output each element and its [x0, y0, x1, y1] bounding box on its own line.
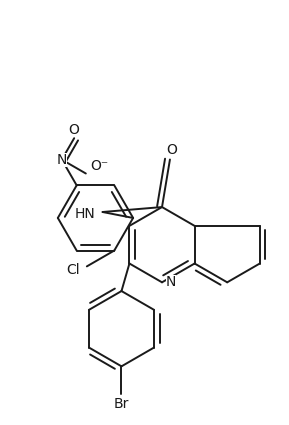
Text: Br: Br — [114, 397, 129, 411]
Text: N: N — [166, 275, 176, 289]
Text: O: O — [69, 123, 80, 137]
Text: O⁻: O⁻ — [90, 159, 109, 173]
Text: N: N — [57, 153, 67, 167]
Text: Cl: Cl — [66, 264, 80, 278]
Text: HN: HN — [74, 207, 95, 221]
Text: O: O — [166, 143, 177, 156]
